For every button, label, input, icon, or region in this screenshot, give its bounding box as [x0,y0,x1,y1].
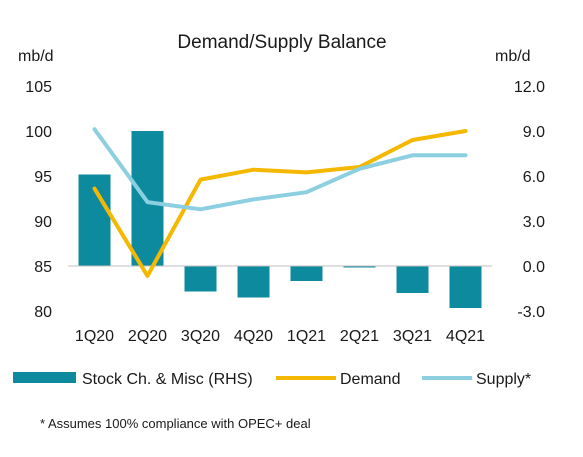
bar-4Q20 [237,266,270,298]
legend-label-demand: Demand [340,371,400,388]
bar-2Q21 [343,266,376,268]
chart-title: Demand/Supply Balance [177,32,386,53]
footnote: * Assumes 100% compliance with OPEC+ dea… [40,416,311,431]
bar-4Q21 [449,266,482,308]
category-label-2Q21: 2Q21 [340,328,379,345]
right-tick-12.0: 12.0 [514,79,545,96]
left-tick-85: 85 [34,259,52,276]
right-tick-0.0: 0.0 [523,259,545,276]
demand-line [92,129,468,278]
left-axis-ticks: 80 85 90 95 100 105 [25,79,52,321]
right-axis-ticks: -3.0 0.0 3.0 6.0 9.0 12.0 [514,79,545,321]
left-tick-105: 105 [25,79,52,96]
right-tick-6.0: 6.0 [523,169,545,186]
legend: Stock Ch. & Misc (RHS) Demand Supply* [13,371,531,388]
legend-label-supply: Supply* [476,371,531,388]
category-label-4Q21: 4Q21 [446,328,485,345]
category-axis-labels: 1Q20 2Q20 3Q20 4Q20 1Q21 2Q21 3Q21 4Q21 [75,328,485,345]
bar-3Q21 [396,266,429,293]
legend-label-stock: Stock Ch. & Misc (RHS) [82,371,253,388]
right-tick-9.0: 9.0 [523,124,545,141]
category-label-4Q20: 4Q20 [234,328,273,345]
category-label-3Q20: 3Q20 [181,328,220,345]
category-label-1Q20: 1Q20 [75,328,114,345]
demand-supply-lines [92,127,468,278]
category-label-3Q21: 3Q21 [393,328,432,345]
stock-change-bars [78,131,482,308]
category-label-2Q20: 2Q20 [128,328,167,345]
left-tick-90: 90 [34,214,52,231]
demand-supply-balance-chart: Demand/Supply Balance mb/d mb/d 80 85 90 95… [13,32,545,388]
right-axis-unit: mb/d [495,48,531,65]
supply-line [92,127,468,212]
right-tick--3.0: -3.0 [517,304,545,321]
category-label-1Q21: 1Q21 [287,328,326,345]
legend-swatch-stock [13,372,76,383]
bar-3Q20 [184,266,217,292]
left-tick-95: 95 [34,169,52,186]
left-axis-unit: mb/d [18,48,54,65]
left-tick-80: 80 [34,304,52,321]
bar-2Q20 [131,131,164,266]
left-tick-100: 100 [25,124,52,141]
bar-1Q21 [290,266,323,281]
right-tick-3.0: 3.0 [523,214,545,231]
